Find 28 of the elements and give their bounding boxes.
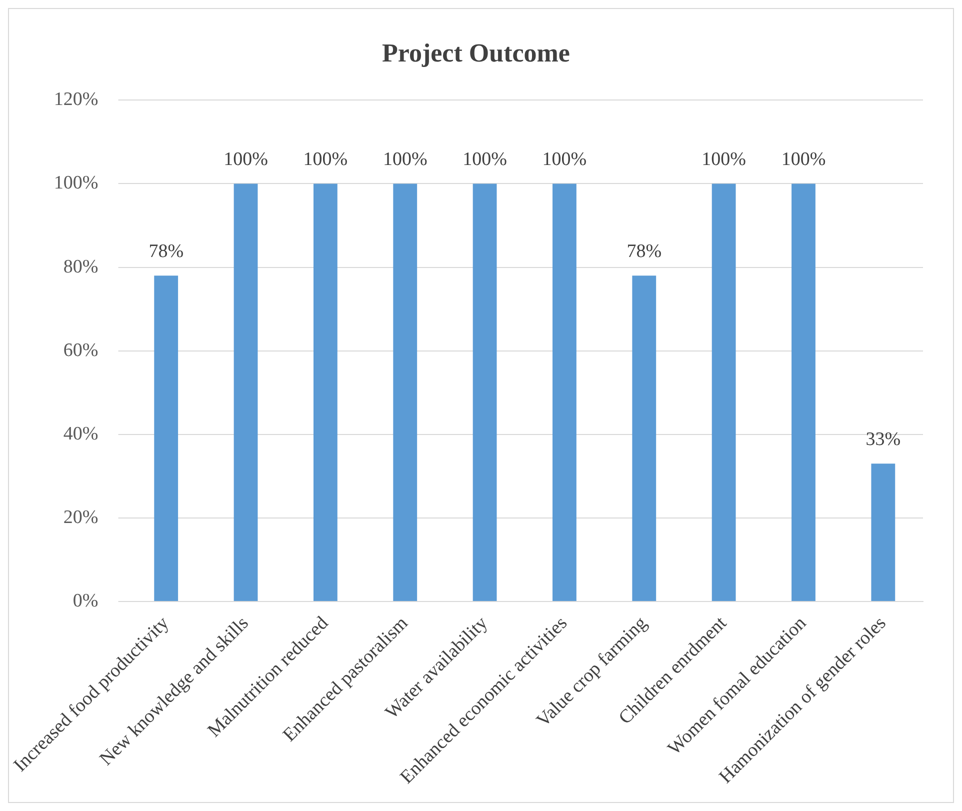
y-tick-label: 40%	[63, 423, 98, 444]
y-tick-label: 20%	[63, 506, 98, 528]
bar	[871, 464, 896, 601]
bar	[552, 184, 576, 601]
y-tick-label: 0%	[72, 590, 98, 612]
bar	[393, 184, 418, 601]
data-label: 100%	[781, 149, 826, 170]
bar	[472, 184, 497, 601]
data-label: 100%	[542, 149, 587, 170]
data-label: 78%	[148, 241, 184, 262]
y-tick-label: 80%	[63, 256, 98, 278]
data-label: 100%	[303, 149, 348, 170]
data-label: 78%	[626, 241, 662, 262]
y-tick-label: 120%	[54, 89, 98, 110]
bar	[313, 184, 338, 601]
y-tick-label: 100%	[54, 172, 98, 194]
chart-title: Project Outcome	[382, 38, 570, 68]
data-label: 33%	[866, 429, 901, 450]
bar	[632, 276, 656, 601]
bar	[792, 184, 816, 601]
bar	[712, 184, 736, 601]
y-tick-label: 60%	[63, 340, 98, 361]
data-label: 100%	[462, 149, 508, 170]
data-label: 100%	[224, 149, 268, 170]
bar	[154, 276, 178, 601]
bar	[234, 184, 258, 601]
data-label: 100%	[382, 149, 428, 170]
data-label: 100%	[702, 149, 746, 170]
